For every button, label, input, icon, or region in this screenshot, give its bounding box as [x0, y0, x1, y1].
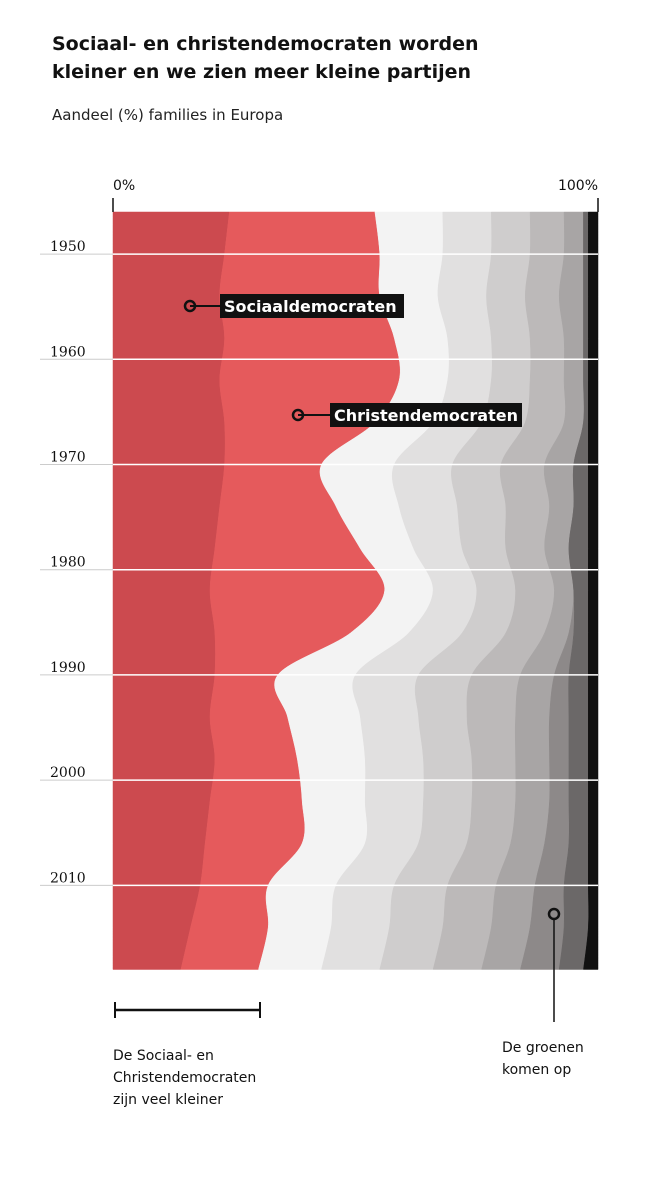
y-tick-label: 1950: [50, 239, 86, 255]
y-tick-label: 1970: [50, 449, 86, 465]
label: Christendemocraten: [334, 406, 518, 425]
chart-title: Sociaal- en christendemocraten worden: [52, 33, 479, 55]
y-tick-label: 1980: [50, 555, 86, 571]
annotation: komen op: [502, 1062, 571, 1078]
y-tick-label: 1960: [50, 344, 86, 360]
annotation: De Sociaal- en: [113, 1048, 214, 1064]
x-tick-label: 100%: [558, 178, 598, 194]
chart-title: kleiner en we zien meer kleine partijen: [52, 61, 471, 83]
annotation: Christendemocraten: [113, 1070, 256, 1086]
y-tick-label: 2000: [50, 765, 86, 781]
y-tick-label: 2010: [50, 870, 86, 886]
marker: [183, 299, 197, 313]
annotation: De groenen: [502, 1040, 584, 1056]
x-tick-label: 0%: [113, 178, 135, 194]
label: Sociaaldemocraten: [224, 297, 397, 316]
y-tick-label: 1990: [50, 660, 86, 676]
overlay: Sociaal- en christendemocraten worden kle…: [40, 33, 599, 1108]
areas: [112, 211, 599, 970]
label-box: [220, 294, 404, 318]
annotation: zijn veel kleiner: [113, 1092, 223, 1108]
chart-subtitle: Aandeel (%) families in Europa: [52, 106, 283, 124]
marker: [291, 408, 305, 422]
marker: [547, 907, 561, 921]
label-box: [330, 403, 522, 427]
